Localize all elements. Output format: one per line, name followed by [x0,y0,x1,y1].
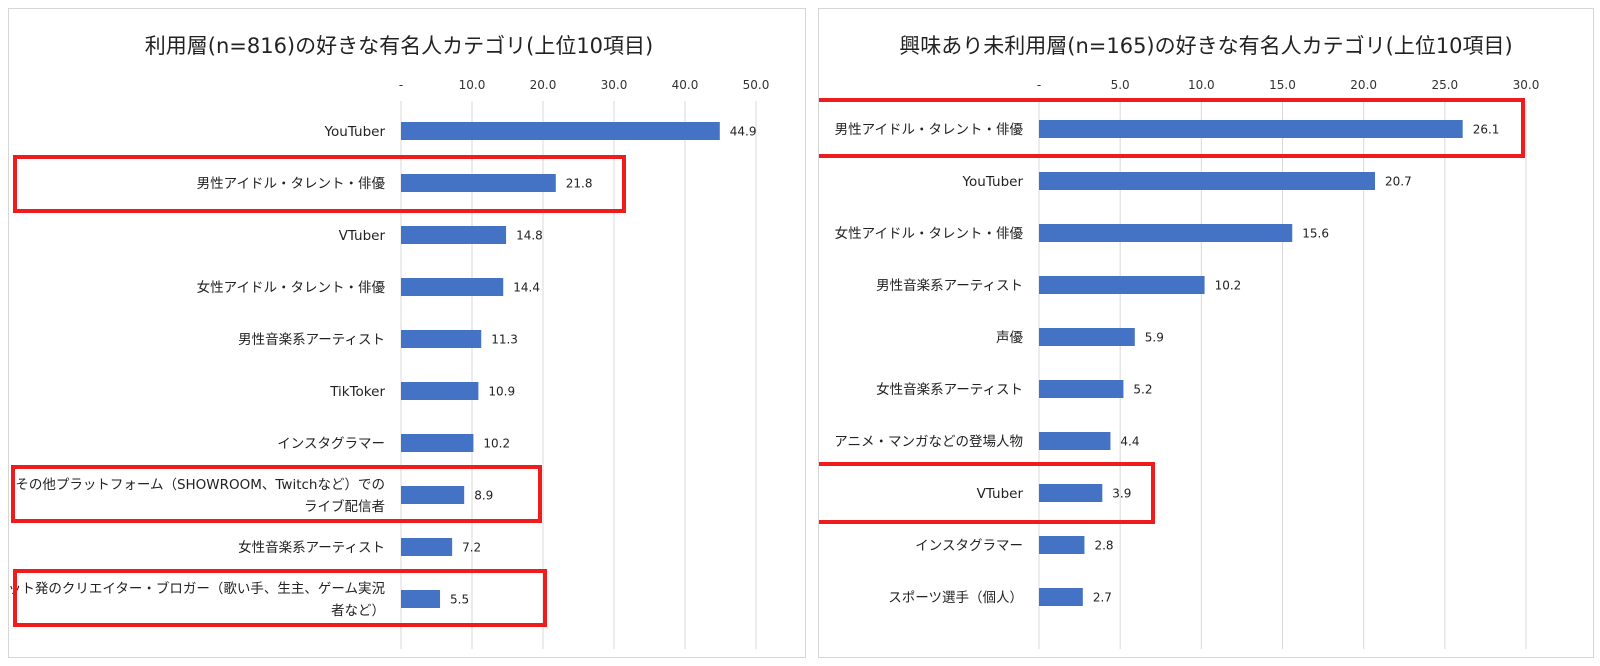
data-label: 21.8 [566,177,593,191]
x-tick-label: 50.0 [743,78,770,92]
x-tick-label: 15.0 [1269,78,1296,92]
x-tick-label: 30.0 [601,78,628,92]
data-label: 8.9 [474,489,493,503]
bar [401,278,504,296]
x-tick-label: 10.0 [459,78,486,92]
category-label: VTuber [339,228,386,244]
category-label: TikToker [329,384,385,400]
highlight-box [819,98,1525,158]
data-label: 2.8 [1094,539,1113,553]
highlight-box [13,155,626,213]
highlight-box [819,462,1155,524]
bar [401,226,507,244]
data-label: 7.2 [462,541,481,555]
bar [1039,380,1124,398]
x-tick-label: - [399,78,403,92]
category-label: その他プラットフォーム（SHOWROOM、Twitchなど）での [15,477,385,493]
x-tick-label: 40.0 [672,78,699,92]
x-tick-label: 10.0 [1188,78,1215,92]
data-label: 11.3 [491,333,518,347]
x-tick-label: 20.0 [530,78,557,92]
category-label: 女性アイドル・タレント・俳優 [197,279,386,296]
bar [1039,588,1083,606]
chart-panel-users: 利用層(n=816)の好きな有名人カテゴリ(上位10項目) - 10.0 20.0 30… [8,8,806,658]
bar-chart-users: 利用層(n=816)の好きな有名人カテゴリ(上位10項目) - 10.0 20.0 30… [9,34,770,649]
category-label: 女性音楽系アーティスト [238,539,385,556]
data-label: 3.9 [1112,487,1131,501]
bar [1039,536,1085,554]
category-label: 男性アイドル・タレント・俳優 [197,176,386,192]
data-label: 10.2 [1215,279,1242,293]
category-label: インスタグラマー [277,436,385,452]
bar [1039,432,1111,450]
data-label: 26.1 [1473,123,1500,137]
bar [401,330,482,348]
data-label: 14.4 [513,281,540,295]
chart-title: 利用層(n=816)の好きな有名人カテゴリ(上位10項目) [145,34,653,58]
category-label: 女性アイドル・タレント・俳優 [835,225,1024,242]
data-label: 15.6 [1302,227,1329,241]
category-label: VTuber [977,486,1024,502]
category-label: 声優 [996,330,1024,346]
bar [401,122,720,140]
category-label: ネット発のクリエイター・ブロガー（歌い手、生主、ゲーム実況 [9,580,385,597]
bar [1039,224,1293,242]
category-label: インスタグラマー [915,538,1023,554]
highlight-box [13,569,547,627]
data-label: 10.9 [488,385,515,399]
bar [1039,172,1376,190]
data-label: 2.7 [1093,591,1112,605]
category-label: アニメ・マンガなどの登場人物 [834,434,1023,450]
category-label: ライブ配信者 [304,498,385,515]
bar [401,590,441,608]
category-label: 女性音楽系アーティスト [876,381,1023,398]
category-label: 男性音楽系アーティスト [876,277,1023,294]
data-label: 5.5 [450,593,469,607]
bar [1039,484,1103,502]
data-label: 5.9 [1145,331,1164,345]
bar [401,486,465,504]
chart-panel-interested-nonusers: 興味あり未利用層(n=165)の好きな有名人カテゴリ(上位10項目) - 5.0 10… [818,8,1594,658]
category-label: スポーツ選手（個人） [888,590,1023,606]
bar [1039,328,1135,346]
x-tick-label: 30.0 [1513,78,1540,92]
category-label: 男性音楽系アーティスト [238,331,385,348]
bar [401,382,479,400]
bar [401,538,453,556]
data-label: 4.4 [1120,435,1139,449]
bar [1039,276,1205,294]
category-label: 者など） [331,603,385,619]
category-label: YouTuber [324,124,386,140]
chart-title: 興味あり未利用層(n=165)の好きな有名人カテゴリ(上位10項目) [899,34,1512,58]
bar-chart-interested-nonusers: 興味あり未利用層(n=165)の好きな有名人カテゴリ(上位10項目) - 5.0 10… [819,34,1540,649]
data-label: 44.9 [730,125,757,139]
data-label: 10.2 [483,437,510,451]
category-label: 男性アイドル・タレント・俳優 [835,122,1024,138]
data-label: 14.8 [516,229,543,243]
data-label: 20.7 [1385,175,1412,189]
x-tick-label: 20.0 [1350,78,1377,92]
x-tick-label: 5.0 [1111,78,1130,92]
bar [1039,120,1463,138]
x-tick-label: 25.0 [1431,78,1458,92]
highlight-box [11,465,542,523]
bar [401,434,474,452]
bar [401,174,556,192]
x-tick-label: - [1037,78,1041,92]
data-label: 5.2 [1133,383,1152,397]
category-label: YouTuber [962,174,1024,190]
